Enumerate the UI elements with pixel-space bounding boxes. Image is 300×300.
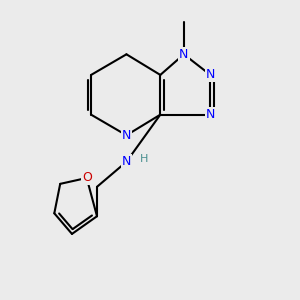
Text: N: N — [122, 129, 131, 142]
Text: N: N — [206, 68, 215, 81]
Text: N: N — [206, 108, 215, 121]
Text: O: O — [82, 172, 92, 184]
Text: N: N — [179, 48, 188, 61]
Text: N: N — [122, 155, 131, 168]
Text: H: H — [140, 154, 148, 164]
